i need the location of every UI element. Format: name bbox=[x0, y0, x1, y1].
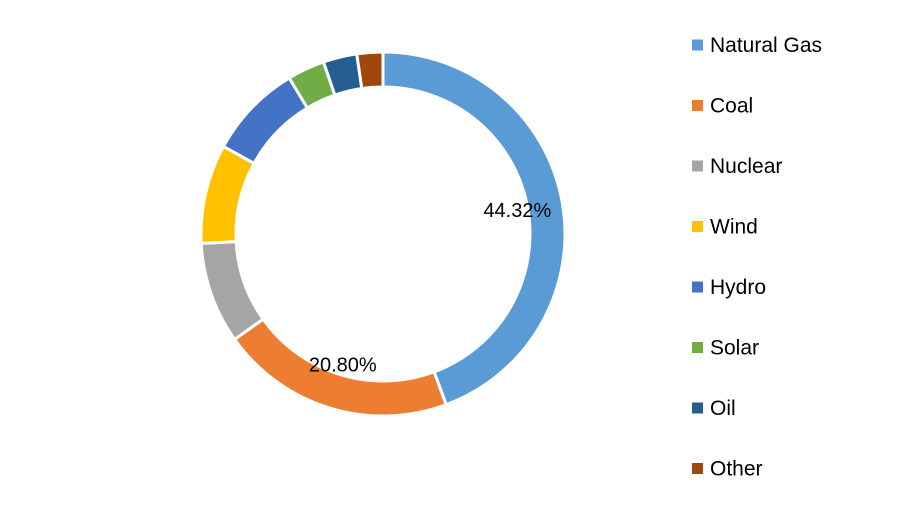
legend-item-wind: Wind bbox=[692, 216, 758, 239]
slice-natural-gas bbox=[381, 50, 567, 407]
legend-label-coal: Coal bbox=[710, 95, 753, 118]
legend-item-natural-gas: Natural Gas bbox=[692, 34, 822, 57]
legend-swatch-nuclear bbox=[692, 160, 703, 172]
legend-item-other: Other bbox=[692, 458, 763, 481]
legend-item-hydro: Hydro bbox=[692, 276, 766, 299]
legend-label-natural-gas: Natural Gas bbox=[710, 34, 822, 57]
legend-label-nuclear: Nuclear bbox=[710, 155, 782, 178]
data-labels-group: 44.32% 20.80% bbox=[309, 200, 552, 377]
legend-swatch-wind bbox=[692, 221, 703, 232]
legend-item-oil: Oil bbox=[692, 397, 736, 420]
data-label-coal: 20.80% bbox=[309, 354, 377, 376]
legend-label-other: Other bbox=[710, 458, 763, 481]
slices-group bbox=[199, 50, 567, 418]
slice-nuclear bbox=[199, 240, 266, 342]
legend-swatch-oil bbox=[692, 402, 703, 414]
legend-label-oil: Oil bbox=[710, 397, 736, 420]
legend-item-nuclear: Nuclear bbox=[692, 155, 782, 178]
legend-swatch-other bbox=[692, 463, 703, 474]
slice-wind bbox=[199, 144, 257, 245]
legend: Natural Gas Coal Nuclear Wind Hydro Solar Oil O… bbox=[692, 34, 822, 481]
legend-swatch-hydro bbox=[692, 281, 703, 293]
slice-hydro bbox=[221, 75, 310, 166]
legend-swatch-solar bbox=[692, 342, 703, 353]
legend-swatch-coal bbox=[692, 100, 703, 111]
legend-label-solar: Solar bbox=[710, 337, 759, 360]
legend-swatch-natural-gas bbox=[692, 39, 703, 51]
slice-other bbox=[355, 50, 385, 91]
legend-item-solar: Solar bbox=[692, 337, 759, 360]
legend-label-wind: Wind bbox=[710, 216, 758, 239]
data-label-natural-gas: 44.32% bbox=[483, 200, 551, 222]
legend-label-hydro: Hydro bbox=[710, 276, 766, 299]
legend-item-coal: Coal bbox=[692, 95, 753, 118]
